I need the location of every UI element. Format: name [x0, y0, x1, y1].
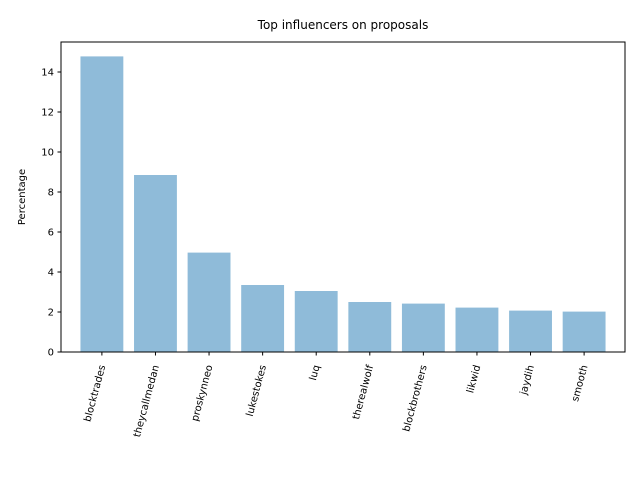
y-tick-label: 12	[41, 108, 54, 119]
x-tick-label-blockbrothers: blockbrothers	[401, 364, 429, 433]
bars-group	[80, 56, 606, 353]
x-tick-label-proskynneo: proskynneo	[190, 364, 216, 423]
chart-title: Top influencers on proposals	[257, 18, 429, 32]
x-tick-label-luq: luq	[308, 364, 323, 382]
y-tick-label: 14	[41, 68, 54, 79]
bar-luq	[294, 291, 338, 352]
y-tick-label: 6	[48, 228, 54, 239]
x-tick-label-jaydih: jaydih	[518, 364, 537, 397]
x-tick-label-blocktrades: blocktrades	[83, 364, 109, 423]
bar-likwid	[455, 307, 499, 352]
y-tick-label: 8	[48, 188, 54, 199]
x-tick-label-smooth: smooth	[570, 364, 590, 403]
x-axis-ticks: blocktrades theycallmedan proskynneo lukest…	[83, 352, 591, 438]
bar-blockbrothers	[401, 303, 445, 352]
bar-smooth	[562, 311, 606, 352]
x-tick-label-therealwolf: therealwolf	[351, 363, 376, 420]
bar-jaydih	[509, 310, 552, 352]
x-tick-label-likwid: likwid	[465, 364, 483, 395]
x-tick-label-theycallmedan: theycallmedan	[132, 364, 162, 439]
x-tick-label-lukestokes: lukestokes	[245, 364, 269, 418]
bar-lukestokes	[241, 285, 285, 352]
plot-frame	[60, 41, 626, 353]
bar-theycallmedan	[134, 175, 177, 352]
bar-therealwolf	[348, 302, 392, 352]
bar-blocktrades	[80, 56, 124, 353]
y-tick-label: 4	[48, 268, 54, 279]
bar-proskynneo	[187, 252, 231, 352]
y-tick-label: 0	[48, 348, 54, 359]
y-axis-ticks: 0 2 4 6 8 10 12 14	[41, 68, 61, 359]
y-tick-label: 2	[48, 308, 54, 319]
y-axis-label: Percentage	[17, 169, 28, 225]
y-tick-label: 10	[41, 148, 54, 159]
